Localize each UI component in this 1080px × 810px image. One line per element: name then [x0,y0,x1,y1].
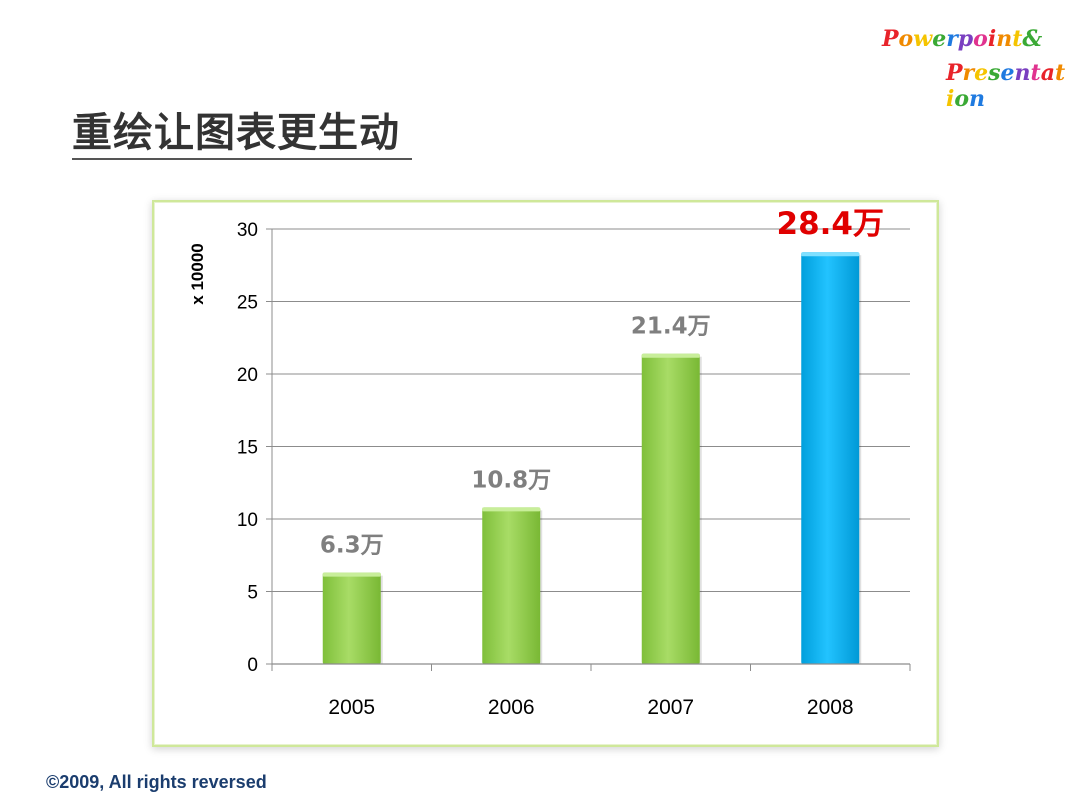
bar-top-highlight [322,572,381,577]
data-label: 10.8万 [471,467,551,493]
x-tick-label: 2008 [807,696,854,719]
data-label: 6.3万 [320,533,384,559]
bar [322,572,381,664]
y-tick-label: 5 [247,583,258,604]
bar [482,507,541,664]
powerpoint-presentation-logo: Powerpoint & Presentation [878,22,1068,112]
title-underline [72,158,412,160]
y-tick-label: 30 [237,220,258,241]
data-label: 21.4万 [631,314,711,340]
y-tick-label: 15 [237,438,258,459]
bar-top-highlight [801,252,860,257]
y-tick-label: 10 [237,510,258,531]
x-tick-label: 2006 [488,696,535,719]
x-tick-label: 2005 [328,696,375,719]
copyright-footer: ©2009, All rights reversed [46,772,267,792]
y-tick-label: 25 [237,293,258,314]
bar-top-highlight [641,353,700,358]
y-tick-label: 20 [237,365,258,386]
logo-line-2: Presentation [946,60,1066,112]
data-label: 28.4万 [777,206,885,242]
bar [641,353,700,664]
bar [801,252,860,664]
x-tick-label: 2007 [647,696,694,719]
y-tick-label: 0 [247,655,258,676]
y-axis-label: x 10000 [188,243,207,304]
page-title: 重绘让图表更生动 [72,110,400,156]
bar-top-highlight [482,507,541,512]
logo-line-1: Powerpoint & [882,26,1043,52]
